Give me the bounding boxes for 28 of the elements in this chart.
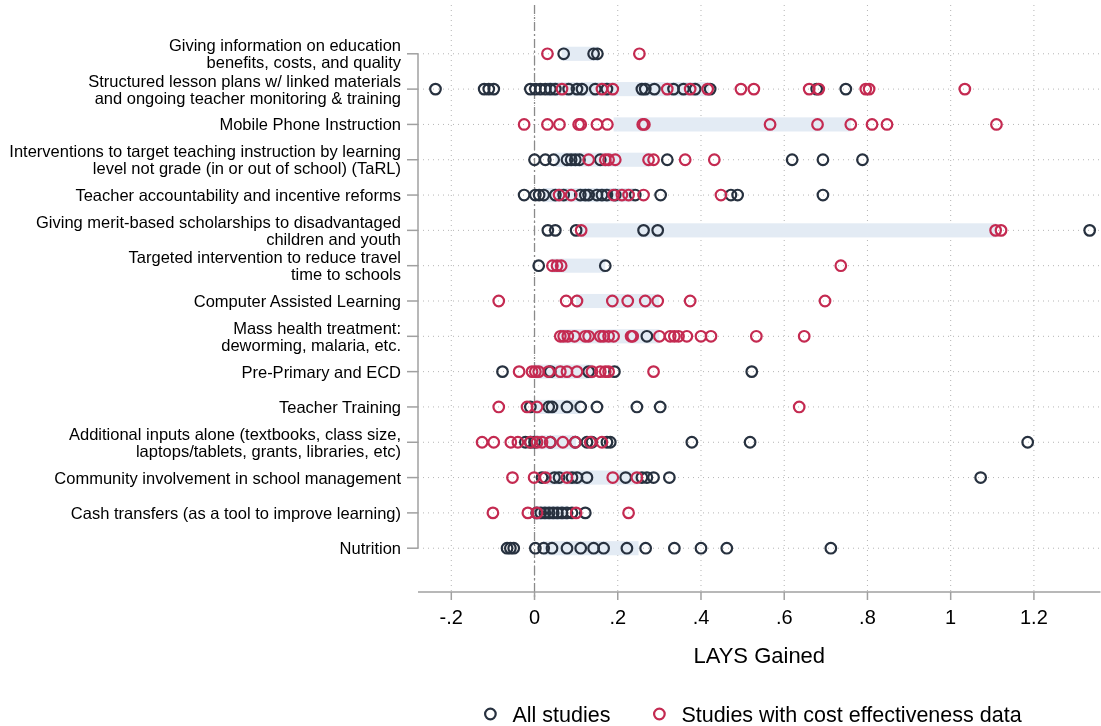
x-axis-title: LAYS Gained (693, 643, 826, 668)
y-tick-label: Cash transfers (as a tool to improve learning) (70, 503, 401, 522)
x-tick-label: .6 (775, 606, 793, 628)
legend-label: Studies with cost effectiveness data (681, 703, 1022, 726)
x-tick-label: 0 (528, 606, 541, 628)
y-tick-label: Interventions to target teaching instruction by learning level not grade (in or out of school) (TaRL) (9, 142, 401, 178)
y-tick-label: Mobile Phone Instruction (219, 115, 401, 134)
y-tick-label: Community involvement in school management (54, 468, 402, 487)
x-tick-label: 1.2 (1020, 606, 1048, 628)
x-tick-label: .4 (692, 606, 710, 628)
y-tick-label: Giving merit-based scholarships to disadvantaged children and youth (35, 212, 401, 248)
y-tick-label: Giving information on education benefits, costs, and quality (168, 36, 402, 72)
y-tick-label: Structured lesson plans w/ linked materials and ongoing teacher monitoring & training (88, 71, 401, 107)
y-tick-label: Mass health treatment: deworming, malaria, etc. (221, 318, 401, 354)
legend-label: All studies (512, 703, 611, 726)
y-tick-label: Additional inputs alone (textbooks, class size, laptops/tablets, grants, libraries, etc) (68, 424, 401, 460)
y-tick-label: Teacher Training (279, 397, 401, 416)
y-tick-label: Targeted intervention to reduce travel time to schools (128, 248, 401, 284)
x-tick-label: 1 (945, 606, 957, 628)
x-tick-label: -.2 (439, 606, 463, 628)
y-tick-label: Teacher accountability and incentive reforms (75, 186, 401, 205)
y-tick-label: Pre-Primary and ECD (241, 362, 402, 381)
x-tick-label: .8 (859, 606, 876, 628)
y-tick-label: Computer Assisted Learning (193, 292, 401, 310)
bar (580, 223, 997, 238)
y-tick-label: Nutrition (339, 539, 401, 558)
x-tick-label: .2 (609, 606, 627, 628)
bar (613, 117, 851, 132)
